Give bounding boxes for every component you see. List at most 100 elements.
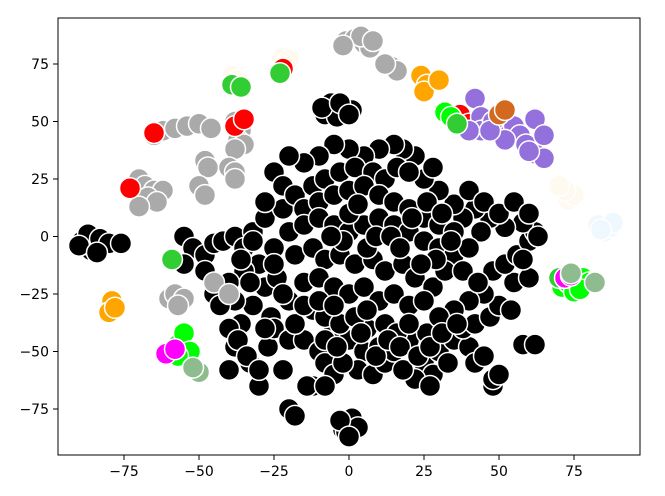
- data-point: [361, 29, 385, 53]
- data-point: [547, 174, 571, 198]
- data-point: [160, 248, 184, 271]
- data-point: [271, 282, 295, 306]
- y-tick-label: −50: [19, 345, 49, 361]
- data-point: [409, 252, 433, 276]
- data-point: [331, 34, 355, 57]
- data-point: [325, 335, 349, 359]
- x-tick-label: −25: [259, 464, 289, 480]
- data-point: [517, 140, 541, 163]
- data-point: [373, 52, 397, 76]
- data-point: [445, 112, 469, 136]
- data-point: [352, 275, 376, 299]
- series-3: [586, 211, 625, 244]
- data-point: [430, 202, 454, 225]
- data-point: [526, 225, 550, 248]
- data-point: [337, 103, 361, 126]
- data-point: [229, 248, 253, 271]
- data-point: [238, 271, 262, 294]
- data-point: [253, 190, 277, 214]
- data-point: [346, 193, 370, 216]
- series-5: [97, 64, 451, 324]
- data-point: [193, 183, 217, 207]
- data-point: [268, 61, 292, 85]
- data-point: [277, 144, 301, 168]
- data-point: [493, 98, 517, 122]
- x-tick-label: 75: [565, 464, 583, 480]
- data-point: [472, 190, 496, 214]
- data-point: [118, 176, 142, 200]
- data-point: [445, 312, 469, 336]
- data-point: [487, 202, 511, 225]
- data-point: [421, 156, 445, 179]
- y-axis: −75 −50 −25 0 25 50 75: [19, 57, 58, 418]
- data-point: [499, 298, 523, 322]
- data-point: [487, 363, 511, 386]
- data-point: [469, 220, 493, 244]
- data-point: [142, 121, 166, 145]
- data-point: [103, 296, 127, 320]
- data-point: [382, 282, 406, 306]
- series-0: [67, 91, 550, 448]
- data-point: [457, 179, 481, 202]
- data-point: [397, 312, 421, 336]
- data-point: [313, 374, 337, 398]
- data-point: [439, 229, 463, 253]
- data-point: [271, 358, 295, 382]
- x-tick-label: 0: [345, 464, 354, 480]
- data-point: [502, 190, 526, 214]
- data-point: [532, 124, 556, 147]
- data-point: [217, 358, 241, 382]
- data-point: [472, 344, 496, 368]
- data-point: [364, 344, 388, 368]
- data-point: [232, 107, 256, 131]
- data-point: [349, 321, 373, 345]
- x-tick-label: 50: [490, 464, 508, 480]
- x-tick-label: −75: [109, 464, 139, 480]
- data-point: [166, 294, 190, 317]
- data-point: [127, 195, 151, 218]
- data-point: [202, 271, 226, 294]
- data-point: [511, 248, 535, 271]
- data-point: [247, 358, 271, 382]
- data-point: [229, 75, 253, 99]
- y-tick-label: 25: [31, 172, 49, 188]
- data-point: [388, 335, 412, 359]
- y-tick-label: 0: [40, 230, 49, 246]
- data-point: [427, 68, 451, 92]
- y-tick-label: −25: [19, 287, 49, 303]
- data-point: [181, 356, 205, 379]
- series-11: [181, 262, 607, 384]
- y-tick-label: −75: [19, 402, 49, 418]
- data-point: [217, 282, 241, 306]
- data-point: [163, 337, 187, 361]
- data-point: [517, 202, 541, 225]
- data-point: [436, 351, 460, 375]
- points-layer: [67, 25, 625, 448]
- data-point: [451, 259, 475, 283]
- data-point: [85, 241, 109, 264]
- data-point: [388, 236, 412, 260]
- data-point: [523, 333, 547, 356]
- x-axis: −75 −50 −25 0 25 50 75: [109, 455, 583, 480]
- data-point: [322, 294, 346, 317]
- data-point: [241, 229, 265, 253]
- data-point: [253, 317, 277, 340]
- data-point: [400, 206, 424, 230]
- data-point: [199, 117, 223, 140]
- data-point: [415, 190, 439, 214]
- data-point: [223, 167, 247, 191]
- data-point: [412, 80, 436, 103]
- data-point: [466, 271, 490, 294]
- y-tick-label: 75: [31, 57, 49, 73]
- y-tick-label: 50: [31, 115, 49, 131]
- data-point: [355, 298, 379, 322]
- data-point: [109, 232, 133, 255]
- series-7: [487, 98, 517, 126]
- data-point: [589, 218, 613, 241]
- data-point: [319, 225, 343, 248]
- data-point: [397, 160, 421, 184]
- data-point: [583, 271, 607, 294]
- data-point: [322, 133, 346, 156]
- x-tick-label: 25: [415, 464, 433, 480]
